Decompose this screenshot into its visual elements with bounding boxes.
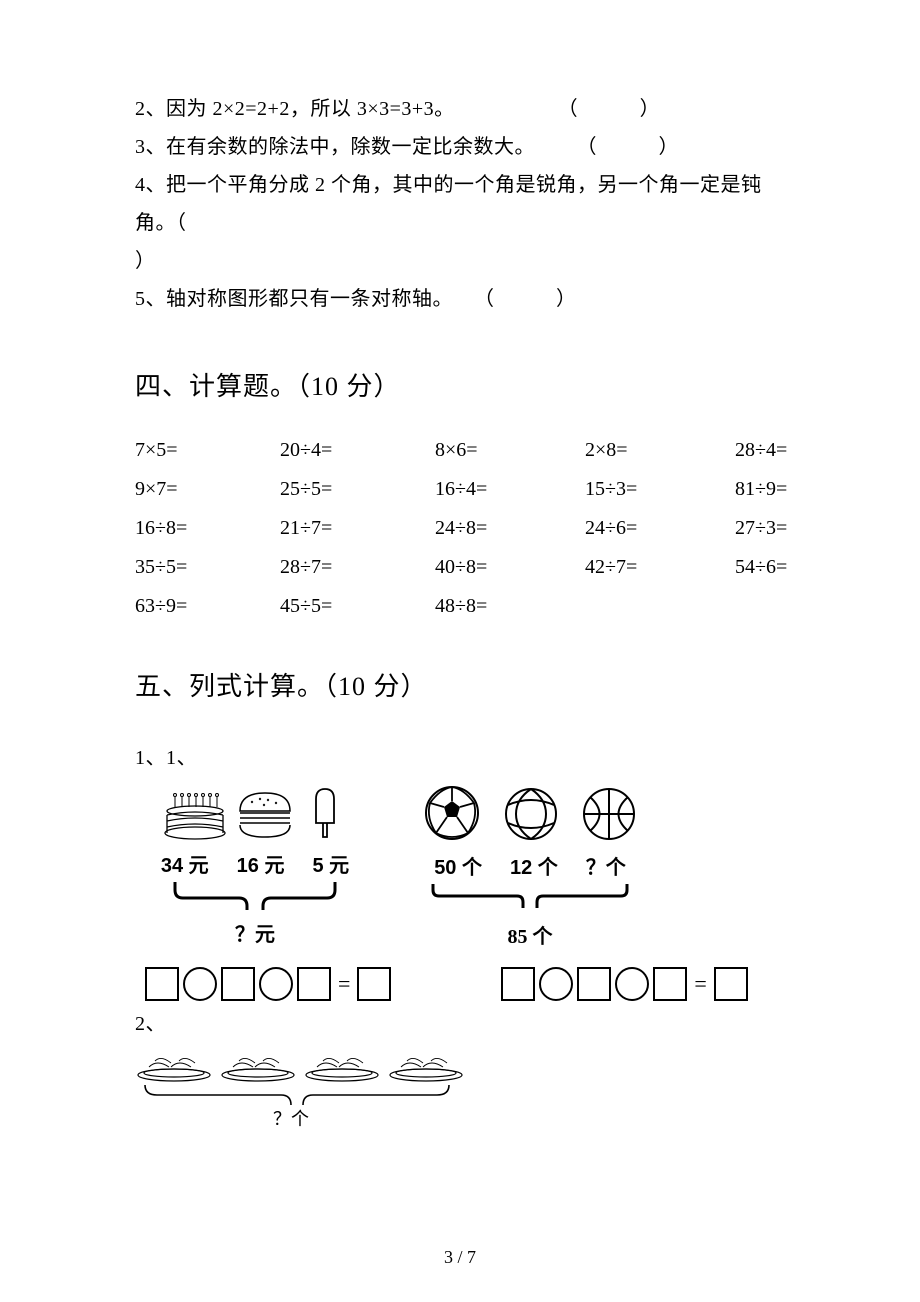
calc-cell: 24÷6= [585,517,735,540]
calc-cell: 27÷3= [735,517,855,540]
calc-cell: 7×5= [135,439,280,462]
box-icon [221,967,255,1001]
calc-cell: 16÷8= [135,517,280,540]
calc-cell [735,595,855,618]
basketball-icon [580,785,638,843]
question-4-line1: 4、把一个平角分成 2 个角，其中的一个角是锐角，另一个角一定是钝角。（ [135,166,790,242]
box-icon [714,967,748,1001]
calc-cell: 28÷7= [280,556,435,579]
box-icon [501,967,535,1001]
equation-template-left: = [145,967,391,1001]
unknown-count-2: ？个 [273,1105,790,1131]
circle-icon [259,967,293,1001]
equals-sign: = [694,971,706,997]
calc-cell: 81÷9= [735,478,855,501]
equals-sign: = [338,971,350,997]
calc-cell: 45÷5= [280,595,435,618]
problem-1-row: 34 元 16 元 5 元 ？元 [135,783,790,949]
fish-plate-icon [387,1045,465,1083]
price-2: 16 元 [237,849,285,878]
problem-1-label: 1、1、 [135,747,197,769]
calc-cell: 25÷5= [280,478,435,501]
price-3: 5 元 [312,849,349,878]
question-5: 5、轴对称图形都只有一条对称轴。 （ ） [135,280,790,318]
calc-cell: 2×8= [585,439,735,462]
calc-cell: 35÷5= [135,556,280,579]
count-3: ？个 [586,851,626,880]
calc-cell: 9×7= [135,478,280,501]
unknown-yuan: ？元 [235,918,275,947]
circle-icon [539,967,573,1001]
soccer-ball-icon [422,783,482,843]
circle-icon [183,967,217,1001]
problem-2-label: 2、 [135,1005,790,1043]
question-3: 3、在有余数的除法中，除数一定比余数大。 （ ） [135,128,790,166]
box-icon [357,967,391,1001]
calc-cell: 28÷4= [735,439,855,462]
calc-cell: 40÷8= [435,556,585,579]
circle-icon [615,967,649,1001]
calc-cell: 20÷4= [280,439,435,462]
burger-icon [230,783,300,843]
calc-cell: 48÷8= [435,595,585,618]
cake-icon [160,783,230,843]
volleyball-icon [502,785,560,843]
calc-cell: 16÷4= [435,478,585,501]
total-count: 85 个 [508,920,553,949]
question-2: 2、因为 2×2=2+2，所以 3×3=3+3。 （ ） [135,90,790,128]
box-icon [297,967,331,1001]
fish-plate-icon [219,1045,297,1083]
calc-cell: 8×6= [435,439,585,462]
popsicle-icon [300,783,350,843]
calc-grid: 7×5= 20÷4= 8×6= 2×8= 28÷4= 9×7= 25÷5= 16… [135,439,790,618]
equation-template-right: = [501,967,747,1001]
question-4-line2: ） [135,242,790,280]
box-icon [577,967,611,1001]
page-footer: 3 / 7 [0,1247,920,1268]
calc-cell: 42÷7= [585,556,735,579]
fish-plate-icon [135,1045,213,1083]
count-1: 50 个 [434,851,482,880]
section-5-title: 五、列式计算。（10 分） [135,666,790,703]
fish-plate-row [135,1045,790,1083]
count-2: 12 个 [510,851,558,880]
calc-cell: 24÷8= [435,517,585,540]
calc-cell: 21÷7= [280,517,435,540]
calc-cell [585,595,735,618]
bracket-up-icon [415,880,645,920]
fish-plate-icon [303,1045,381,1083]
problem-1-left: 34 元 16 元 5 元 ？元 [155,783,355,949]
bracket-down-icon [155,878,355,922]
ball-icons [422,783,638,843]
food-icons [160,783,350,843]
price-1: 34 元 [161,849,209,878]
box-icon [653,967,687,1001]
problem-1-right: 50 个 12 个 ？个 85 个 [415,783,645,949]
calc-cell: 54÷6= [735,556,855,579]
section-4-title: 四、计算题。（10 分） [135,366,790,403]
calc-cell: 15÷3= [585,478,735,501]
box-icon [145,967,179,1001]
calc-cell: 63÷9= [135,595,280,618]
